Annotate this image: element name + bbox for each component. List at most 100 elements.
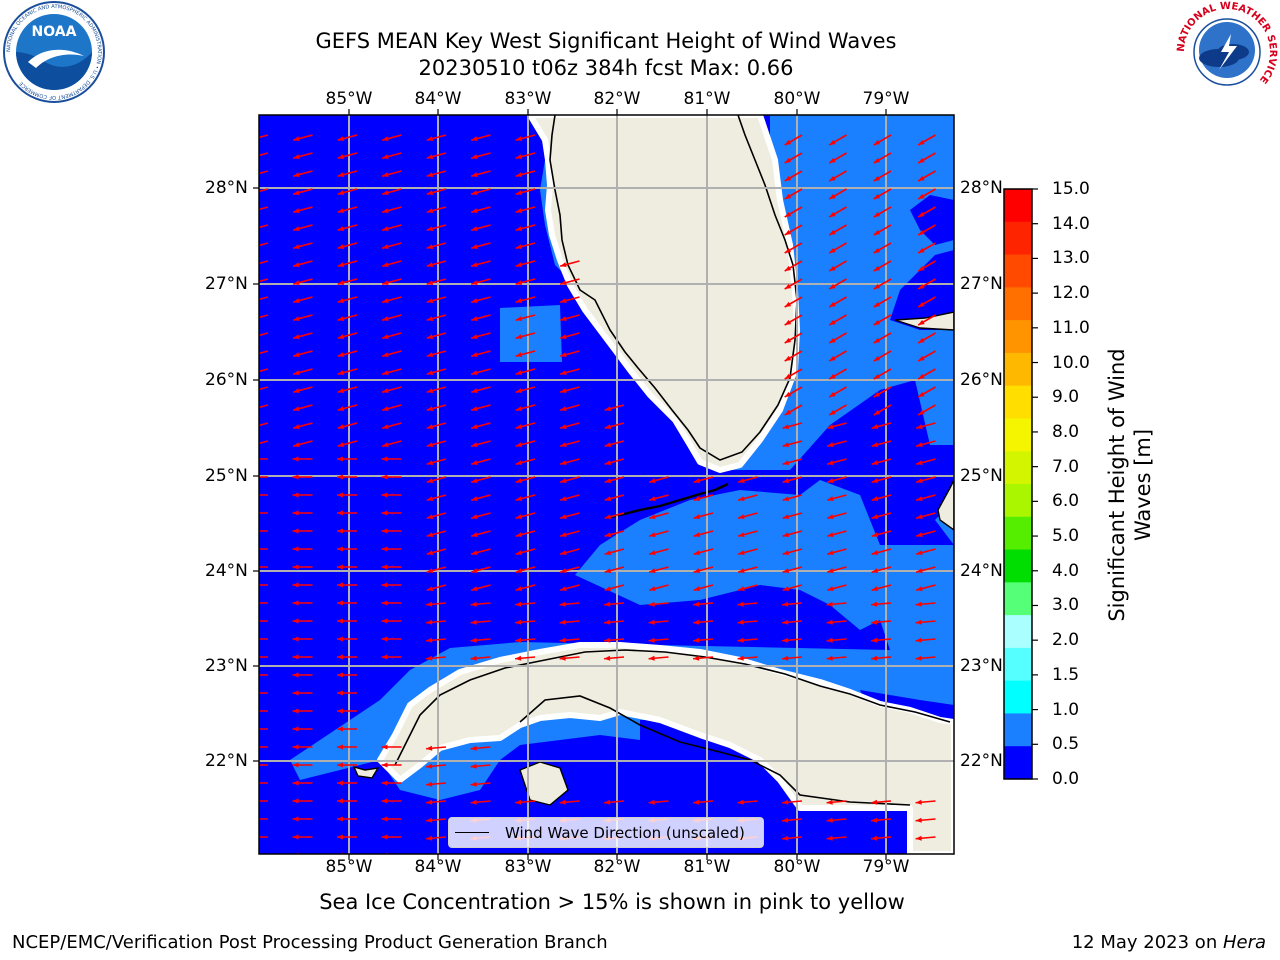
wave-zone-0-0.5: [259, 115, 954, 760]
wave-direction-arrowhead: [873, 301, 881, 307]
wave-direction-arrowhead: [515, 532, 523, 538]
wave-direction-arrowhead: [337, 528, 343, 534]
wave-direction-arrowhead: [737, 619, 744, 625]
wave-direction-arrowhead: [293, 244, 300, 250]
wave-direction-arrowhead: [560, 352, 567, 358]
wave-direction-arrowhead: [649, 514, 656, 520]
wave-direction-arrowhead: [292, 744, 299, 750]
wave-direction-arrowhead: [248, 727, 254, 732]
lat-label-left: 24°N: [205, 561, 248, 581]
wave-direction-arrowhead: [829, 211, 836, 217]
wave-direction-arrowhead: [248, 529, 254, 534]
wave-direction-arrowhead: [382, 172, 389, 178]
wave-direction-arrowhead: [471, 280, 478, 286]
lat-label-left: 28°N: [205, 178, 248, 198]
wave-direction-arrowhead: [784, 373, 792, 379]
wave-direction-arrow: [259, 440, 269, 445]
wave-direction-arrowhead: [827, 442, 834, 448]
wave-direction-arrowhead: [829, 175, 836, 181]
wave-direction-arrowhead: [293, 406, 300, 412]
wave-direction-arrowhead: [916, 478, 923, 484]
wave-direction-arrowhead: [249, 136, 255, 141]
wave-direction-arrowhead: [784, 337, 792, 343]
wave-direction-arrowhead: [426, 568, 434, 574]
wave-direction-arrowhead: [873, 265, 881, 271]
wave-direction-arrowhead: [829, 319, 836, 325]
wave-direction-arrowhead: [248, 565, 254, 570]
colorbar-tick-label: 11.0: [1052, 317, 1090, 338]
wave-direction-arrow: [560, 855, 580, 857]
wave-direction-arrowhead: [426, 316, 434, 322]
wave-direction-arrowhead: [604, 568, 612, 574]
wave-direction-arrowhead: [382, 352, 389, 358]
wave-direction-arrowhead: [560, 496, 567, 502]
wave-direction-arrowhead: [337, 582, 343, 588]
wave-direction-arrow: [259, 206, 269, 211]
wave-direction-arrowhead: [337, 406, 345, 412]
wave-direction-arrowhead: [515, 262, 523, 268]
wave-zone-0-0.5: [910, 195, 954, 245]
wave-direction-arrowhead: [693, 619, 700, 625]
wave-direction-arrowhead: [337, 780, 343, 786]
wave-direction-arrowhead: [604, 550, 612, 556]
wave-direction-arrow: [259, 170, 269, 175]
lon-label-top: 85°W: [325, 89, 373, 109]
wave-direction-arrowhead: [829, 301, 836, 307]
wave-direction-arrowhead: [470, 655, 477, 661]
wave-direction-arrowhead: [471, 478, 478, 484]
wave-direction-arrow: [259, 422, 269, 427]
wave-direction-arrowhead: [337, 280, 345, 286]
wave-direction-arrowhead: [604, 424, 612, 430]
map-title: GEFS MEAN Key West Significant Height of…: [315, 29, 897, 53]
wave-direction-arrowhead: [337, 226, 345, 232]
wave-direction-arrowhead: [604, 601, 611, 607]
wave-direction-arrowhead: [337, 154, 345, 160]
colorbar-bin: [1004, 189, 1032, 223]
wave-direction-arrowhead: [649, 532, 656, 538]
wave-direction-arrowhead: [426, 835, 433, 841]
wave-direction-arrowhead: [604, 478, 612, 484]
wave-direction-arrowhead: [293, 208, 300, 214]
wave-direction-arrow: [259, 188, 269, 193]
wave-direction-arrowhead: [293, 154, 300, 160]
wave-direction-arrowhead: [292, 816, 299, 822]
wave-direction-arrowhead: [471, 388, 478, 394]
wave-direction-arrowhead: [426, 352, 434, 358]
wave-direction-arrowhead: [916, 532, 923, 538]
wave-direction-arrow: [827, 855, 847, 857]
wave-direction-arrowhead: [873, 193, 881, 199]
colorbar-label-line2: Waves [m]: [1131, 428, 1155, 542]
wave-direction-arrowhead: [826, 601, 833, 607]
wave-direction-arrowhead: [293, 298, 300, 304]
wave-direction-arrowhead: [784, 175, 792, 181]
wave-direction-arrowhead: [382, 136, 389, 142]
wave-direction-arrowhead: [782, 460, 790, 466]
wave-direction-arrowhead: [471, 334, 478, 340]
wave-direction-arrowhead: [337, 334, 345, 340]
wave-direction-arrowhead: [826, 817, 833, 823]
colorbar-tick-label: 10.0: [1052, 352, 1090, 373]
wave-direction-arrowhead: [784, 157, 792, 163]
wave-direction-arrowhead: [426, 226, 434, 232]
wave-direction-arrowhead: [382, 442, 389, 448]
wave-direction-arrowhead: [782, 637, 789, 643]
wave-direction-arrowhead: [249, 226, 255, 231]
wave-direction-arrowhead: [382, 316, 389, 322]
wave-direction-arrowhead: [249, 388, 255, 393]
wave-direction-arrowhead: [249, 172, 255, 177]
wave-direction-arrowhead: [471, 352, 478, 358]
wave-direction-arrowhead: [738, 586, 745, 592]
wave-direction-arrowhead: [426, 442, 434, 448]
wave-direction-arrow: [259, 224, 269, 229]
wave-direction-arrowhead: [871, 532, 879, 538]
wave-direction-arrow: [259, 242, 269, 247]
wave-direction-arrowhead: [293, 316, 300, 322]
wave-direction-arrowhead: [560, 424, 567, 430]
wave-direction-arrowhead: [249, 262, 255, 267]
wave-direction-arrowhead: [515, 496, 523, 502]
wave-direction-arrowhead: [918, 211, 925, 217]
wave-direction-arrowhead: [827, 586, 834, 592]
wave-direction-arrowhead: [782, 532, 790, 538]
wave-direction-arrowhead: [471, 496, 478, 502]
wave-direction-arrowhead: [918, 337, 925, 343]
